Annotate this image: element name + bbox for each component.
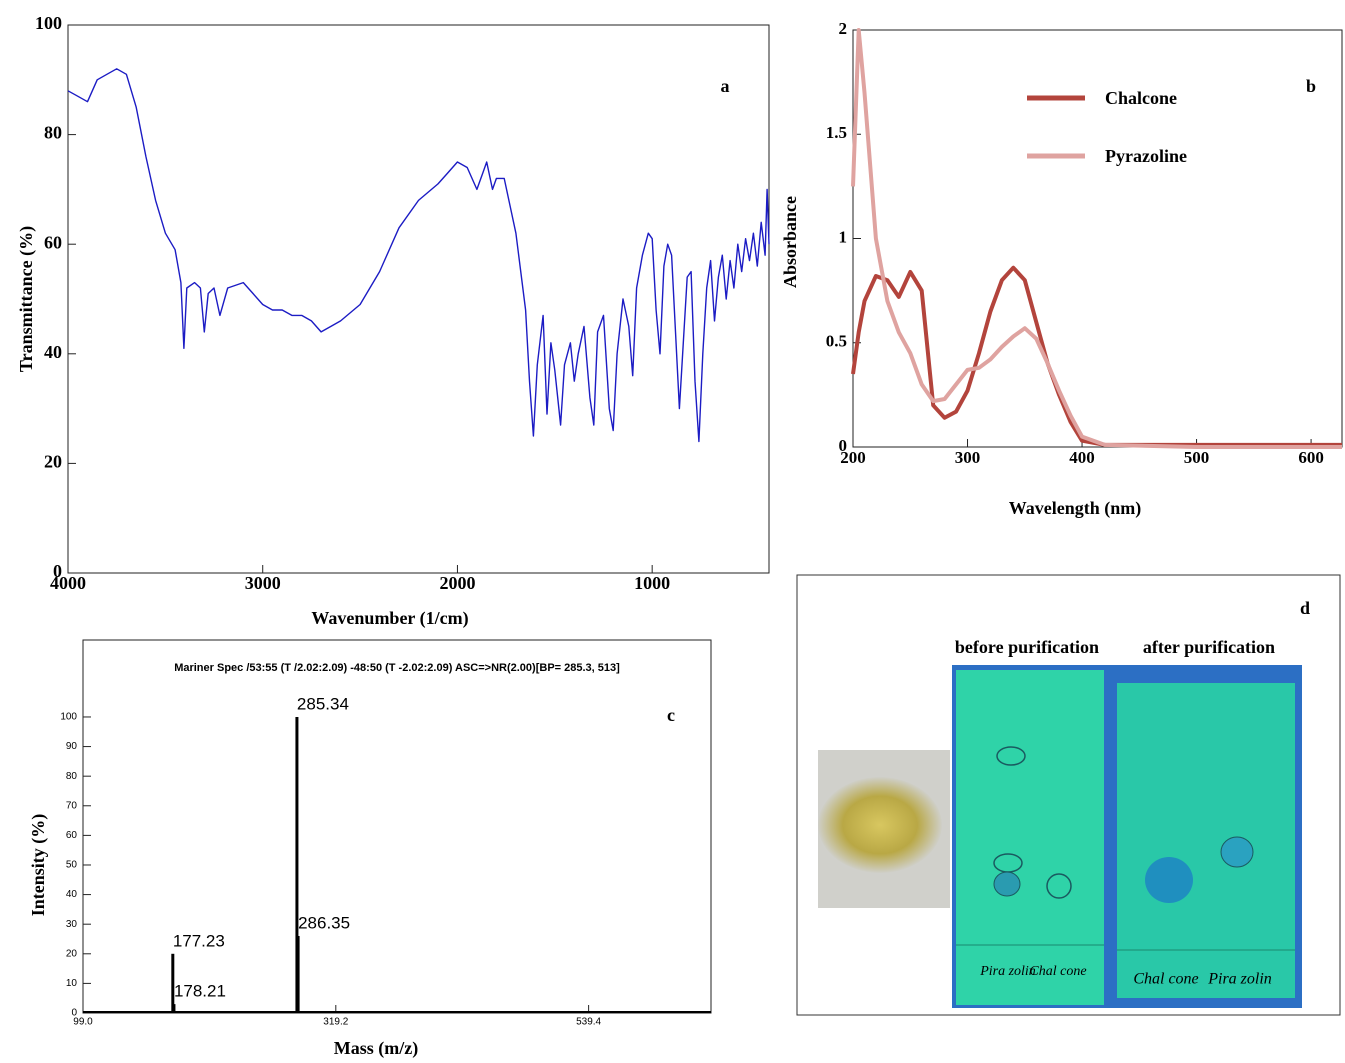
y-tick-label: 1.5 — [826, 123, 847, 142]
series-line — [851, 28, 1342, 449]
panel-label: d — [1300, 598, 1310, 618]
spot — [1046, 873, 1072, 899]
plot-frame — [67, 24, 770, 574]
x-axis-label: Wavenumber (1/cm) — [311, 608, 468, 629]
series-line — [67, 68, 770, 443]
series-line — [851, 265, 1342, 447]
legend-label: Pyrazoline — [1105, 146, 1187, 166]
x-tick-label: 3000 — [245, 573, 281, 593]
panel-label: a — [721, 76, 730, 96]
y-tick-label: 2 — [839, 19, 848, 38]
y-tick-label: 20 — [66, 948, 78, 959]
spot — [993, 871, 1021, 897]
caption: after purification — [1143, 637, 1275, 657]
powder — [818, 777, 942, 873]
y-axis-label: Intensity (%) — [28, 814, 49, 917]
plate-label: Pira zolin — [979, 964, 1036, 979]
y-tick-label: 100 — [60, 712, 77, 723]
spot — [996, 746, 1026, 766]
spot — [1220, 836, 1254, 868]
x-tick-label: 4000 — [50, 573, 86, 593]
y-tick-label: 100 — [35, 13, 62, 33]
peak-label: 286.35 — [298, 914, 350, 933]
x-tick-label: 400 — [1069, 448, 1095, 467]
spectrum-header: Mariner Spec /53:55 (T /2.02:2.09) -48:5… — [174, 662, 620, 674]
photo-panel: d before purification after purification… — [796, 574, 1341, 1016]
y-tick-label: 20 — [44, 452, 62, 472]
x-tick-label: 319.2 — [323, 1017, 348, 1028]
y-tick-label: 60 — [44, 232, 62, 252]
tlc-plate — [1117, 683, 1295, 998]
y-tick-label: 40 — [66, 889, 78, 900]
peak-label: 285.34 — [297, 694, 349, 713]
plate-label: Chal cone — [1029, 964, 1086, 979]
plot-frame — [82, 639, 712, 1014]
legend-label: Chalcone — [1105, 88, 1177, 108]
y-tick-label: 1 — [839, 227, 848, 246]
y-tick-label: 70 — [66, 800, 78, 811]
peak-label: 178.21 — [174, 982, 226, 1001]
x-tick-label: 600 — [1298, 448, 1324, 467]
x-tick-label: 200 — [840, 448, 866, 467]
y-tick-label: 0 — [839, 436, 848, 455]
x-tick-label: 99.0 — [73, 1017, 93, 1028]
y-tick-label: 0 — [71, 1008, 77, 1019]
panel-label: b — [1306, 76, 1316, 96]
y-tick-label: 0 — [53, 561, 62, 581]
x-tick-label: 300 — [955, 448, 981, 467]
y-tick-label: 0.5 — [826, 332, 847, 351]
y-axis-label: Absorbance — [780, 196, 800, 288]
tlc-plate — [956, 670, 1104, 1005]
plate-label: Pira zolin — [1207, 971, 1272, 988]
x-tick-label: 500 — [1184, 448, 1210, 467]
y-axis-label: Transmittance (%) — [16, 226, 37, 372]
y-tick-label: 80 — [44, 123, 62, 143]
panel-label: c — [667, 705, 675, 725]
x-tick-label: 1000 — [634, 573, 670, 593]
x-axis-label: Wavelength (nm) — [1009, 498, 1142, 519]
y-tick-label: 80 — [66, 771, 78, 782]
y-tick-label: 30 — [66, 919, 78, 930]
y-tick-label: 50 — [66, 860, 78, 871]
y-tick-label: 40 — [44, 342, 62, 362]
y-tick-label: 90 — [66, 741, 78, 752]
spot — [1145, 857, 1193, 903]
caption: before purification — [955, 637, 1099, 657]
peak-label: 177.23 — [173, 931, 225, 950]
plate-label: Chal cone — [1133, 971, 1198, 988]
plot-frame — [852, 29, 1343, 448]
y-tick-label: 10 — [66, 978, 78, 989]
x-axis-label: Mass (m/z) — [334, 1038, 418, 1059]
y-tick-label: 60 — [66, 830, 78, 841]
x-tick-label: 2000 — [439, 573, 475, 593]
x-tick-label: 539.4 — [576, 1017, 601, 1028]
